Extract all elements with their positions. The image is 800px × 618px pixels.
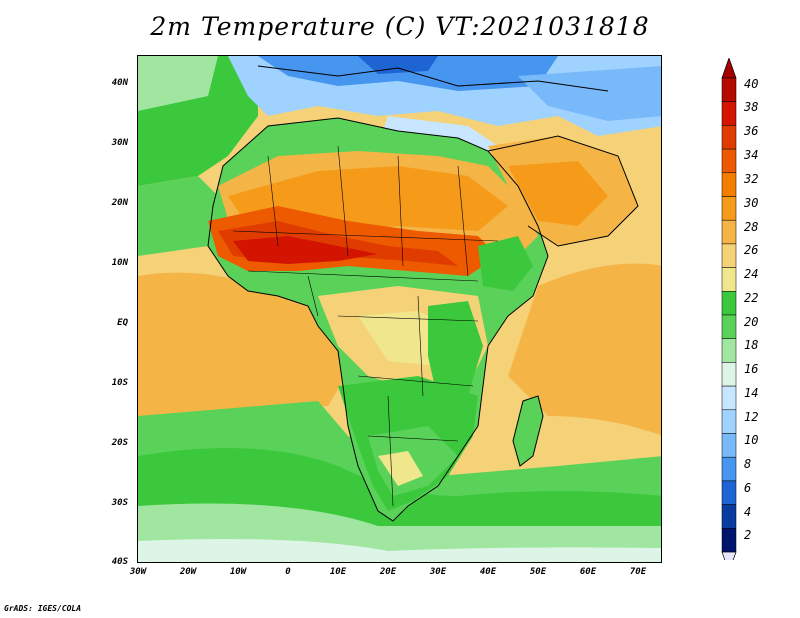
- europe-coldest: [358, 56, 438, 74]
- north-atlantic-green-2: [138, 176, 228, 256]
- x-tick-label: 10E: [329, 567, 347, 577]
- colorbar-segment: [721, 172, 737, 197]
- colorbar-segment: [721, 528, 737, 553]
- colorbar-segment: [721, 267, 737, 292]
- x-tick-label: 30W: [129, 567, 147, 577]
- colorbar-label: 28: [744, 220, 759, 234]
- grads-credit: GrADS: IGES/COLA: [4, 604, 82, 613]
- temperature-map: [137, 55, 662, 563]
- x-tick-label: 10W: [229, 567, 247, 577]
- y-tick-label: 30S: [111, 498, 128, 508]
- europe-coastline: [257, 65, 609, 92]
- colorbar: [721, 58, 737, 560]
- colorbar-label: 26: [744, 243, 759, 257]
- y-tick-label: 30N: [111, 138, 128, 148]
- kalahari-warm: [378, 451, 423, 486]
- colorbar-segment: [721, 314, 737, 339]
- colorbar-segment: [721, 101, 737, 126]
- colorbar-segment: [721, 77, 737, 102]
- middle-east-cool: [518, 66, 661, 121]
- arabia-coastline: [487, 135, 639, 247]
- colorbar-label: 22: [744, 291, 759, 305]
- y-tick-label: 10N: [111, 258, 128, 268]
- sahel-peak: [233, 236, 378, 264]
- x-tick-label: 50E: [529, 567, 547, 577]
- colorbar-segment: [721, 148, 737, 174]
- y-tick-label: 40S: [111, 557, 128, 567]
- colorbar-label: 4: [744, 505, 752, 519]
- colorbar-segment: [721, 338, 737, 363]
- colorbar-label: 2: [744, 528, 752, 542]
- colorbar-label: 6: [744, 481, 752, 495]
- colorbar-label: 20: [744, 315, 759, 329]
- colorbar-label: 30: [744, 196, 759, 210]
- y-tick-label: 40N: [111, 78, 128, 88]
- colorbar-segment: [721, 243, 737, 268]
- colorbar-label: 34: [744, 148, 759, 162]
- x-tick-label: 20W: [179, 567, 197, 577]
- x-tick-label: 70E: [629, 567, 647, 577]
- colorbar-label: 18: [744, 338, 759, 352]
- colorbar-segment: [721, 456, 737, 482]
- colorbar-label: 8: [744, 457, 752, 471]
- colorbar-segment: [721, 504, 737, 529]
- x-tick-label: 30E: [429, 567, 447, 577]
- ethiopia-cool: [478, 236, 533, 291]
- colorbar-segment: [721, 433, 737, 458]
- y-tick-label: EQ: [117, 318, 128, 328]
- colorbar-top-triangle: [721, 58, 737, 79]
- x-tick-label: 20E: [379, 567, 397, 577]
- southern-ocean-cold: [138, 538, 661, 562]
- colorbar-segment: [721, 362, 737, 387]
- arabia-hot: [508, 161, 608, 226]
- colorbar-label: 24: [744, 267, 759, 281]
- colorbar-label: 38: [744, 100, 759, 114]
- colorbar-label: 10: [744, 433, 759, 447]
- great-lakes-region: [428, 301, 483, 401]
- colorbar-label: 14: [744, 386, 759, 400]
- y-tick-label: 20N: [111, 198, 128, 208]
- colorbar-bottom-triangle: [721, 551, 737, 560]
- colorbar-label: 16: [744, 362, 759, 376]
- colorbar-label: 36: [744, 124, 759, 138]
- colorbar-segment: [721, 291, 737, 316]
- colorbar-segment: [721, 219, 737, 245]
- madagascar-coastline: [512, 395, 544, 467]
- colorbar-segment: [721, 385, 737, 411]
- y-tick-label: 10S: [111, 378, 128, 388]
- europe-cold: [258, 56, 558, 91]
- madagascar: [513, 396, 543, 466]
- y-tick-label: 20S: [111, 438, 128, 448]
- colorbar-segment: [721, 480, 737, 505]
- x-tick-label: 40E: [479, 567, 497, 577]
- colorbar-segment: [721, 196, 737, 221]
- x-tick-label: 0: [285, 567, 291, 577]
- colorbar-segment: [721, 409, 737, 434]
- indian-warm-zone: [508, 263, 661, 436]
- colorbar-segment: [721, 125, 737, 150]
- map-title: 2m Temperature (C) VT:2021031818: [150, 12, 650, 41]
- colorbar-label: 40: [744, 77, 759, 91]
- north-atlantic-light: [138, 56, 218, 111]
- country-borders: [232, 145, 499, 507]
- atlantic-warm-zone: [138, 272, 358, 416]
- colorbar-label: 12: [744, 410, 759, 424]
- x-tick-label: 60E: [579, 567, 597, 577]
- colorbar-label: 32: [744, 172, 759, 186]
